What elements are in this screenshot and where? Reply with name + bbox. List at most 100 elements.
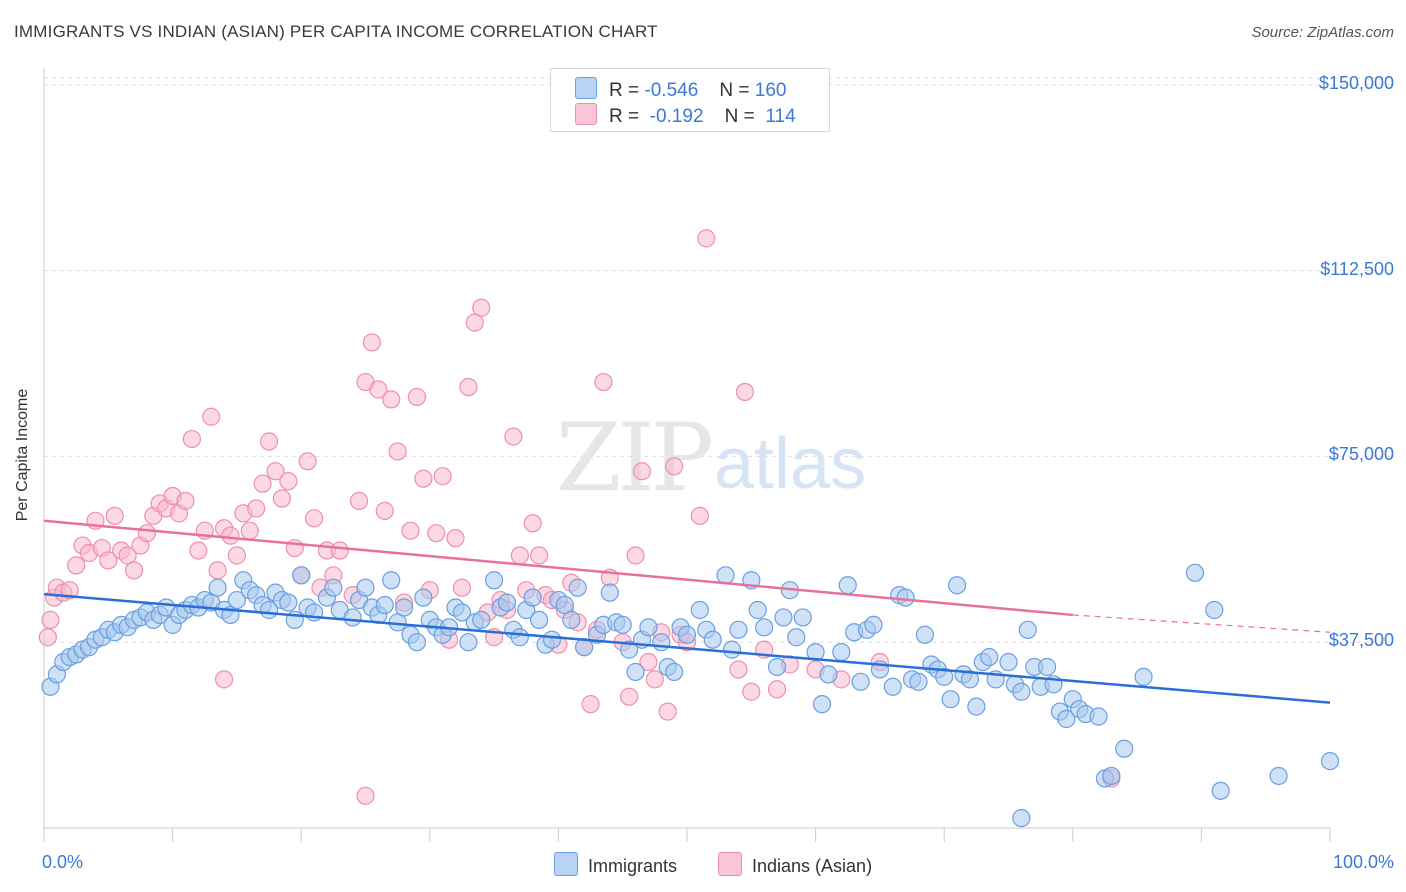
y-tick-label: $37,500 [1328,630,1394,651]
n-value: 114 [765,106,796,127]
indians-point [626,546,645,565]
indians-point [356,786,375,805]
indians-point [240,521,259,540]
immigrants-point [967,697,986,716]
legend-row-immigrants: R = -0.546 N = 160 [575,77,786,101]
y-tick-label: $150,000 [1318,72,1394,93]
immigrants-point [729,620,748,639]
indians-point [620,687,639,706]
immigrants-point [407,633,427,652]
immigrants-point [832,643,851,662]
indians-point [697,229,716,248]
immigrants-point [960,670,980,689]
indians-point [510,546,529,565]
indians-point [60,581,79,600]
immigrants-point [620,640,639,659]
indians-point [632,462,652,481]
immigrants-point [562,610,581,629]
immigrants-point [1269,766,1288,786]
y-tick-label: $75,000 [1328,444,1394,465]
source-label: Source: ZipAtlas.com [1251,24,1394,41]
immigrants-point [382,571,401,590]
immigrants-point [375,595,394,615]
immigrants-point [497,593,517,612]
immigrants-point [703,630,722,649]
r-value: -0.192 [649,106,704,127]
indians-point [99,551,118,570]
immigrants-point [909,672,928,691]
immigrants-point [980,647,999,667]
indians-point [137,524,156,543]
immigrants-point [208,578,227,597]
y-tick-label: $112,500 [1320,258,1394,279]
immigrants-point [748,600,767,620]
immigrants-point [227,590,246,610]
indians-point [38,628,57,647]
immigrants-point [1115,739,1134,758]
indians-point [266,462,285,481]
immigrants-point [1205,600,1224,620]
immigrants-point [324,578,343,597]
indians-point [388,442,407,461]
n-label: N = [724,106,755,127]
indians-point [202,407,221,426]
indians-point [41,610,60,629]
immigrants-point [613,615,632,634]
immigrants-point [510,628,529,647]
indians-point [472,298,491,317]
indians-point [658,702,677,721]
immigrants-point [806,643,825,662]
r-label: R = [609,106,640,127]
indians-point [523,514,542,533]
indians-point [330,541,349,560]
indians-point [729,660,748,679]
immigrants-point [755,618,774,637]
indians-swatch [575,103,597,125]
legend-item-immigrants: Immigrants [554,852,677,877]
immigrants-point [838,576,857,595]
indians-point [253,474,272,493]
immigrants-point [935,667,954,686]
axes [43,68,1331,842]
indians-point [298,452,317,471]
immigrants-point [652,633,671,652]
indians-point [382,390,401,409]
indians-point [214,670,234,689]
immigrants-point [485,571,504,590]
indians-point [124,561,144,580]
indians-point [189,541,208,560]
indians-point [414,469,433,488]
immigrants-point [896,588,915,607]
immigrants-trend-line [43,592,1331,704]
indians-point [452,578,472,597]
indians-point [279,472,298,491]
indians-point [690,506,709,525]
chart-title: IMMIGRANTS VS INDIAN (ASIAN) PER CAPITA … [14,22,658,41]
indians-trend-extension [1072,614,1331,633]
indians-point [446,529,465,548]
immigrants-point [523,588,542,607]
immigrants-point [819,665,838,684]
indians-point [67,556,86,575]
grid-lines [44,77,1395,643]
immigrants-points [41,563,1340,828]
immigrants-point [915,625,935,644]
indians-point [349,491,369,511]
indians-legend-swatch [718,852,742,876]
indians-point [105,506,124,525]
immigrants-point [812,695,832,714]
immigrants-point [767,657,787,677]
immigrants-legend-swatch [554,852,578,876]
immigrants-point [1012,682,1031,701]
immigrants-point [716,566,735,585]
watermark: ZIP atlas [556,404,866,513]
indians-point [594,372,613,392]
immigrants-point [774,608,793,627]
indians-point [581,695,600,714]
indians-point [362,333,382,352]
immigrants-point [883,677,902,696]
indians-point [369,380,388,399]
legend-correlation: R = -0.546 N = 160 R = -0.192 N = 114 [550,68,830,132]
immigrants-point [1102,766,1121,786]
trend-lines [43,519,1331,704]
